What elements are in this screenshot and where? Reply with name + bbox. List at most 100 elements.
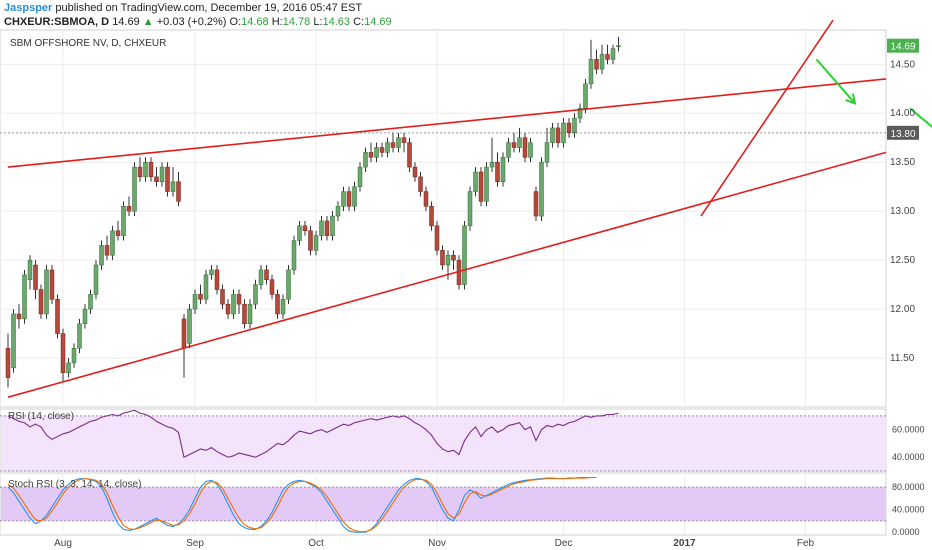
candle-body (187, 308, 192, 344)
candle-body (88, 294, 93, 310)
stoch-rsi-band (1, 487, 886, 521)
candle-body (555, 127, 561, 143)
candle-body (451, 254, 456, 261)
candle-body (33, 264, 38, 290)
candle-body (539, 161, 544, 217)
candle-body (286, 269, 291, 300)
candle-body (38, 289, 44, 315)
candle-body (203, 274, 209, 300)
rsi-title: RSI (14, close) (8, 411, 74, 422)
candle-body (264, 269, 269, 280)
candle-body (374, 147, 379, 158)
candle-body (49, 269, 55, 300)
candle-body (55, 299, 60, 334)
x-tick-label: 2017 (673, 538, 696, 549)
candle-body (363, 152, 368, 168)
up-triangle-icon: ▲ (142, 16, 154, 28)
candle-body (605, 54, 610, 60)
candle-body (137, 166, 143, 178)
candle-body (357, 166, 363, 187)
candle-body (77, 323, 82, 349)
y-tick-label: 12.00 (890, 304, 915, 315)
candle-body (423, 191, 429, 207)
x-tick-label: Nov (428, 538, 446, 549)
candle-body (478, 171, 484, 202)
candle-body (209, 269, 214, 276)
high-label: H: (271, 16, 283, 28)
candle-body (533, 191, 539, 217)
candle-body (132, 166, 137, 212)
x-tick-label: Feb (797, 538, 815, 549)
candle-body (44, 269, 49, 315)
candle-body (473, 171, 478, 192)
y-tick-label: 14.00 (890, 108, 915, 119)
open-value: 14.68 (241, 16, 269, 28)
candle-body (440, 250, 445, 266)
candle-body (313, 235, 319, 251)
candle-body (11, 313, 16, 369)
candle-body (484, 166, 489, 202)
candle-body (170, 181, 176, 192)
candle-body (220, 289, 225, 305)
candle-body (550, 127, 555, 143)
low-value: 14.63 (322, 16, 351, 28)
candle-body (192, 294, 198, 310)
candle-body (561, 122, 566, 143)
candle-body (434, 225, 440, 251)
rsi-band (1, 415, 886, 471)
arrow-shaft (815, 58, 856, 105)
candle-body (566, 122, 572, 134)
rsi-y-tick-label: 40.0000 (892, 452, 925, 462)
candle-body (544, 142, 550, 163)
candle-body (572, 117, 577, 134)
candle-body (401, 137, 407, 143)
candle-body (99, 245, 104, 266)
candle-body (528, 142, 533, 158)
candle-body (165, 166, 170, 192)
candle-body (198, 294, 203, 300)
x-tick-label: Oct (308, 538, 324, 549)
candle-body (71, 347, 77, 364)
close-value: 14.69 (364, 16, 392, 28)
candle-body (280, 299, 286, 315)
candle-body (517, 137, 522, 148)
candle-body (407, 142, 412, 168)
candle-body (341, 191, 346, 207)
candle-body (302, 225, 308, 231)
candle-body (308, 230, 313, 251)
candle-body (22, 274, 27, 320)
candle-body (319, 220, 324, 236)
candle-body (495, 161, 500, 183)
candle-body (610, 48, 616, 60)
close-label: C: (353, 16, 365, 28)
published-text: published on TradingView.com, December 1… (55, 2, 363, 14)
candle-body (500, 157, 506, 183)
candle-body (176, 181, 181, 202)
candle-body (148, 161, 154, 178)
chart-title: SBM OFFSHORE NV, D, CHXEUR (10, 38, 166, 49)
candle-body (82, 308, 88, 325)
candle-body (27, 259, 33, 280)
candle-body (231, 294, 236, 315)
candle-body (506, 142, 511, 158)
candle-body (390, 142, 396, 148)
y-tick-label: 13.50 (890, 157, 915, 168)
candle-body (110, 230, 115, 256)
marked-level-label: 13.80 (890, 129, 915, 140)
candle-body (269, 279, 275, 295)
author-link[interactable]: Jaspsper (4, 2, 53, 14)
candle-body (379, 147, 385, 153)
candle-body (104, 245, 110, 256)
trendline (700, 19, 834, 217)
candle-body (297, 225, 302, 241)
candle-body (599, 54, 605, 70)
candle-body (616, 45, 621, 47)
publish-line: Jaspsper published on TradingView.com, D… (4, 2, 362, 14)
candle-body (258, 269, 264, 285)
candle-body (588, 59, 594, 85)
stoch-rsi-y-tick-label: 80.0000 (892, 482, 925, 492)
candle-body (583, 83, 588, 109)
candle-body (93, 264, 99, 295)
